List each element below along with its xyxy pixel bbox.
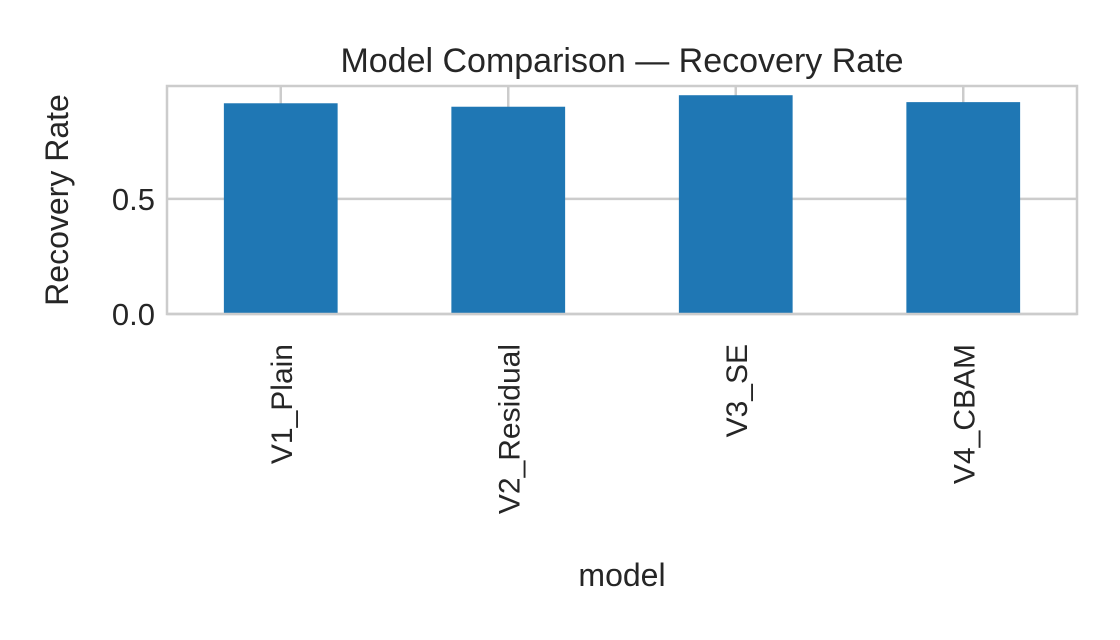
bar-v1-plain — [223, 103, 338, 314]
bar-v4-cbam — [906, 102, 1021, 314]
x-axis-label: model — [578, 557, 665, 593]
x-tick-label: V1_Plain — [266, 344, 299, 464]
y-tick-label: 0.5 — [112, 182, 155, 217]
axes-frame — [165, 84, 1079, 316]
y-tick-label: 0.0 — [112, 297, 155, 332]
bar-v2-residual — [451, 106, 566, 315]
x-tick-label: V2_Residual — [493, 344, 526, 514]
y-tick-labels: 0.0 0.5 — [112, 182, 155, 332]
x-tick-label: V3_SE — [721, 344, 754, 437]
y-axis-label: Recovery Rate — [39, 94, 75, 306]
x-tick-label: V4_CBAM — [948, 344, 981, 484]
x-tick-labels: V1_Plain V2_Residual V3_SE V4_CBAM — [266, 344, 982, 514]
bars — [223, 95, 1021, 315]
chart-title: Model Comparison — Recovery Rate — [340, 42, 903, 80]
bar-v3-se — [678, 95, 793, 314]
